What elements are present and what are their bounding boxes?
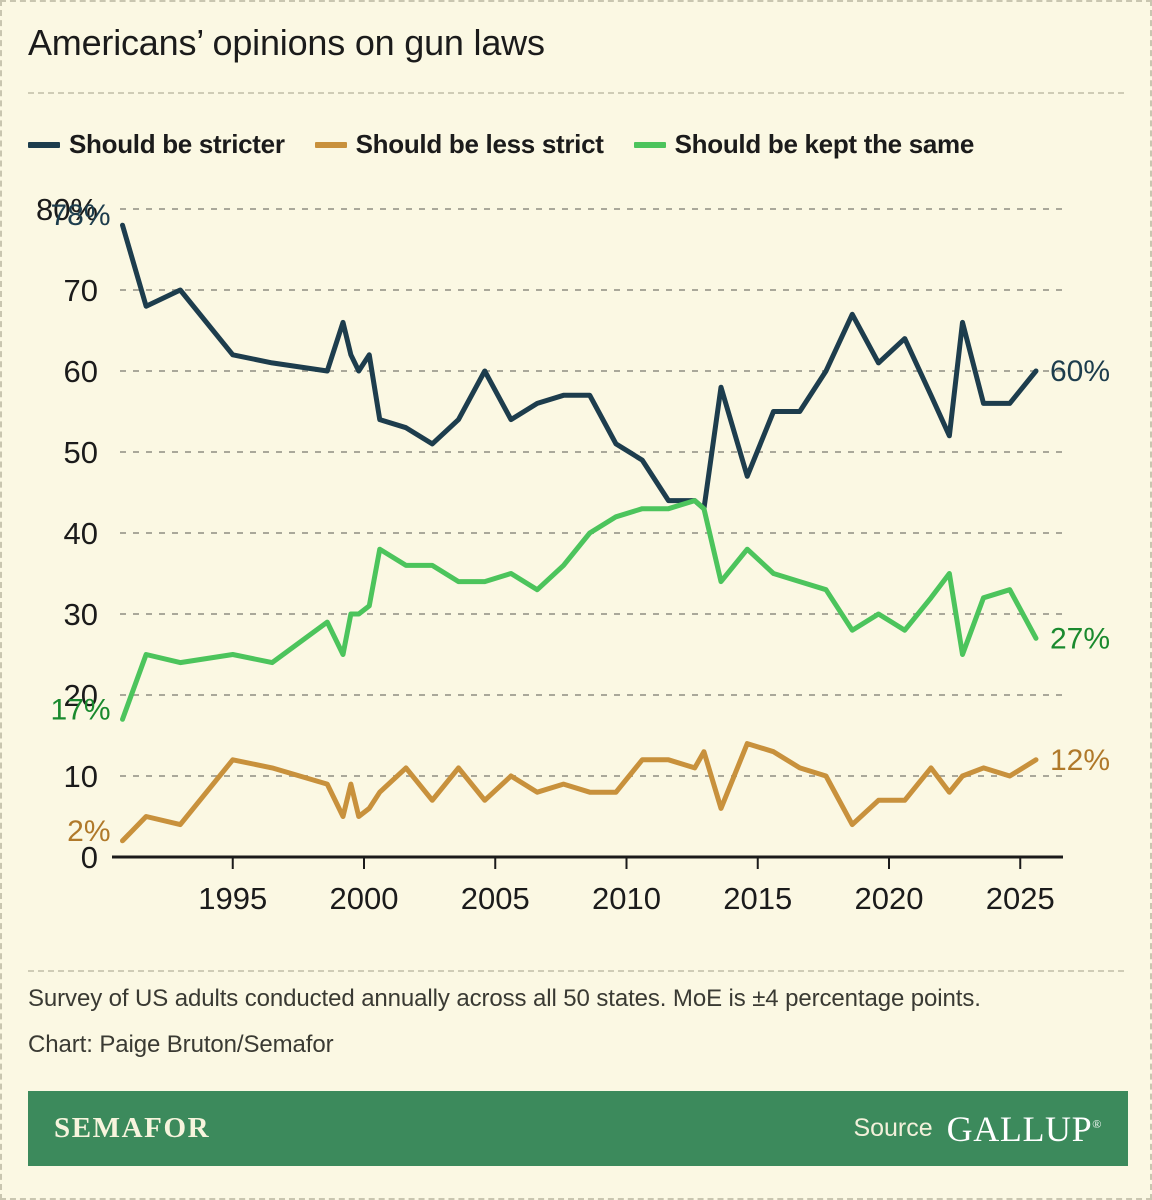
chart-footnotes: Survey of US adults conducted annually a… bbox=[28, 987, 1128, 1079]
divider-bottom bbox=[28, 970, 1124, 972]
endpoint-annotation: 2% bbox=[67, 815, 110, 848]
chart-legend: Should be stricter Should be less strict… bbox=[28, 129, 974, 160]
x-tick-label: 1995 bbox=[198, 881, 267, 916]
x-tick-label: 2025 bbox=[986, 881, 1055, 916]
endpoint-annotation: 78% bbox=[50, 199, 110, 232]
source-label: Source bbox=[853, 1114, 933, 1142]
legend-item-less-strict[interactable]: Should be less strict bbox=[314, 129, 604, 160]
series-line bbox=[120, 222, 1039, 512]
endpoint-annotation: 17% bbox=[50, 693, 110, 726]
y-tick-label: 50 bbox=[64, 435, 98, 470]
x-axis-labels-group: 1995 2000 2005 2010 2015 2020 2025 bbox=[198, 881, 1054, 916]
y-tick-label: 80% bbox=[36, 192, 98, 227]
gallup-logo: GALLUP® bbox=[947, 1108, 1102, 1150]
legend-item-stricter[interactable]: Should be stricter bbox=[28, 129, 285, 160]
legend-swatch-less-strict bbox=[314, 141, 347, 148]
legend-label-stricter: Should be stricter bbox=[69, 129, 285, 159]
x-tick-label: 2000 bbox=[330, 881, 399, 916]
y-axis-labels-group: 0 10 20 30 40 50 60 70 80% bbox=[36, 192, 98, 875]
semafor-logo: SEMAFOR bbox=[54, 1112, 211, 1144]
methodology-note: Survey of US adults conducted annually a… bbox=[28, 985, 981, 1012]
y-tick-label: 20 bbox=[64, 678, 98, 713]
legend-item-same[interactable]: Should be kept the same bbox=[633, 129, 975, 160]
legend-swatch-same bbox=[633, 141, 666, 148]
legend-label-less-strict: Should be less strict bbox=[355, 129, 604, 159]
endpoint-annotation: 60% bbox=[1050, 355, 1110, 388]
endpoint-annotations-group: 78% 17% 2% 60% 27% 12% bbox=[50, 199, 1110, 848]
gridlines-group bbox=[120, 208, 1063, 777]
y-tick-label: 30 bbox=[64, 597, 98, 632]
x-axis-group bbox=[112, 855, 1063, 869]
y-tick-label: 10 bbox=[64, 759, 98, 794]
y-tick-label: 70 bbox=[64, 273, 98, 308]
legend-label-same: Should be kept the same bbox=[674, 129, 975, 159]
x-tick-label: 2010 bbox=[592, 881, 661, 916]
credit-note: Chart: Paige Bruton/Semafor bbox=[28, 1031, 334, 1058]
y-tick-label: 0 bbox=[81, 840, 98, 875]
footer-bar: SEMAFOR Source GALLUP® bbox=[28, 1091, 1128, 1166]
page-title: Americans’ opinions on gun laws bbox=[28, 22, 545, 63]
series-line bbox=[120, 498, 1039, 722]
x-tick-label: 2015 bbox=[723, 881, 792, 916]
chart-plot-area: 0 10 20 30 40 50 60 70 80% 1995 2000 2005 2010 2015 2… bbox=[2, 182, 1150, 942]
endpoint-annotation: 27% bbox=[1050, 622, 1110, 655]
series-line bbox=[120, 741, 1039, 844]
source-group: Source GALLUP® bbox=[853, 1108, 1102, 1150]
divider-top bbox=[28, 92, 1124, 94]
line-chart-svg: 0 10 20 30 40 50 60 70 80% 1995 2000 2005 2010 2015 2… bbox=[36, 192, 1110, 916]
endpoint-annotation: 12% bbox=[1050, 744, 1110, 777]
y-tick-label: 60 bbox=[64, 354, 98, 389]
gallup-logo-text: GALLUP bbox=[946, 1108, 1093, 1149]
data-series-group bbox=[120, 222, 1039, 844]
x-tick-label: 2005 bbox=[461, 881, 530, 916]
y-tick-label: 40 bbox=[64, 516, 98, 551]
x-tick-label: 2020 bbox=[855, 881, 924, 916]
legend-swatch-stricter bbox=[28, 141, 60, 148]
registered-mark: ® bbox=[1092, 1116, 1102, 1131]
